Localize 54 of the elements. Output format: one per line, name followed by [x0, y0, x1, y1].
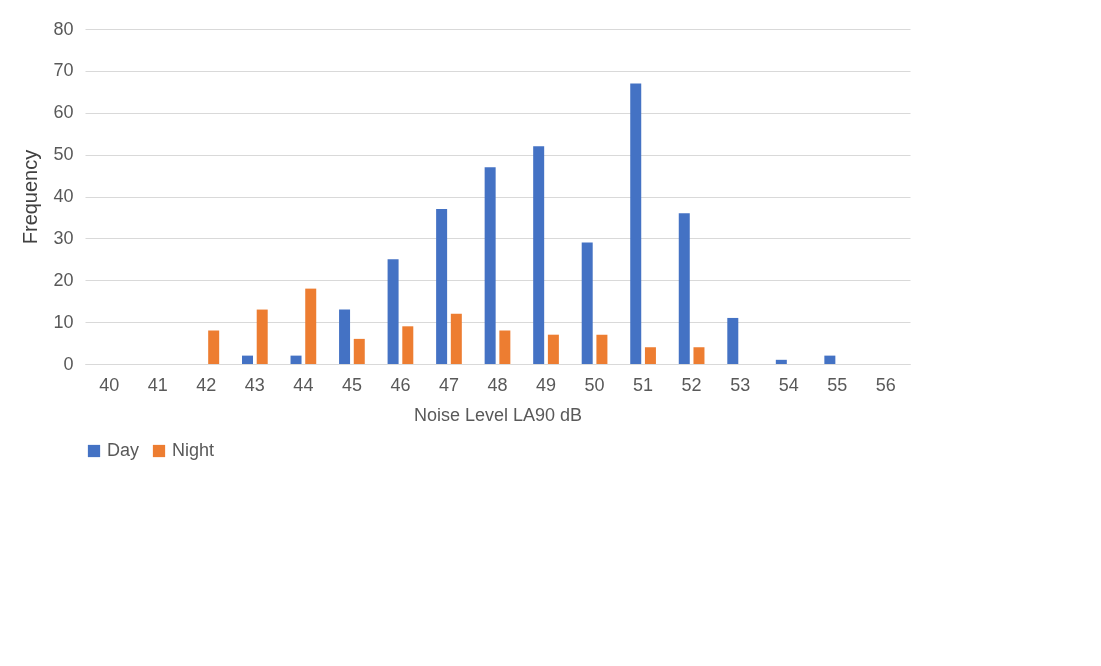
bar	[678, 213, 690, 364]
x-tick-label: 53	[730, 374, 751, 395]
bar	[208, 330, 220, 364]
x-tick-label: 47	[438, 374, 459, 395]
bar	[305, 288, 317, 364]
y-tick-label: 50	[53, 144, 74, 165]
x-tick-label: 56	[875, 374, 896, 395]
bar	[693, 347, 705, 364]
legend-label: Day	[107, 440, 140, 460]
bar	[353, 338, 365, 364]
y-tick-label: 0	[63, 353, 74, 374]
bar	[499, 330, 511, 364]
x-tick-label: 40	[99, 374, 120, 395]
x-tick-label: 51	[633, 374, 654, 395]
bar	[290, 355, 302, 364]
bar	[533, 146, 545, 364]
x-tick-label: 48	[487, 374, 508, 395]
x-tick-label: 52	[681, 374, 702, 395]
y-axis-title: Frequency	[19, 149, 42, 245]
bar	[547, 334, 559, 364]
x-tick-label: 46	[390, 374, 411, 395]
bar	[630, 83, 642, 364]
bar	[596, 334, 608, 364]
bar	[339, 309, 351, 364]
x-tick-label: 45	[341, 374, 362, 395]
x-tick-label: 55	[827, 374, 848, 395]
y-tick-label: 60	[53, 102, 74, 123]
x-tick-label: 43	[244, 374, 265, 395]
bar	[727, 317, 739, 364]
bar	[402, 326, 414, 364]
bar	[644, 347, 656, 364]
x-tick-label: 50	[584, 374, 605, 395]
y-tick-label: 20	[53, 269, 74, 290]
y-tick-label: 30	[53, 227, 74, 248]
bar	[436, 209, 448, 364]
bar	[484, 167, 496, 364]
y-tick-label: 70	[53, 60, 74, 81]
bar	[242, 355, 253, 364]
bar	[581, 242, 593, 364]
x-tick-label: 54	[778, 374, 799, 395]
bar	[450, 313, 462, 364]
x-tick-label: 41	[147, 374, 168, 395]
y-tick-label: 80	[53, 18, 74, 39]
bar	[775, 359, 787, 364]
bar	[824, 355, 836, 364]
x-tick-label: 42	[196, 374, 217, 395]
x-tick-label: 49	[536, 374, 557, 395]
x-axis-title: Noise Level LA90 dB	[413, 404, 583, 425]
bar	[256, 309, 268, 364]
y-tick-label: 40	[53, 186, 74, 206]
bar	[387, 259, 399, 364]
y-tick-label: 10	[53, 311, 74, 332]
legend-label: Night	[172, 440, 215, 460]
x-tick-label: 44	[293, 374, 314, 395]
